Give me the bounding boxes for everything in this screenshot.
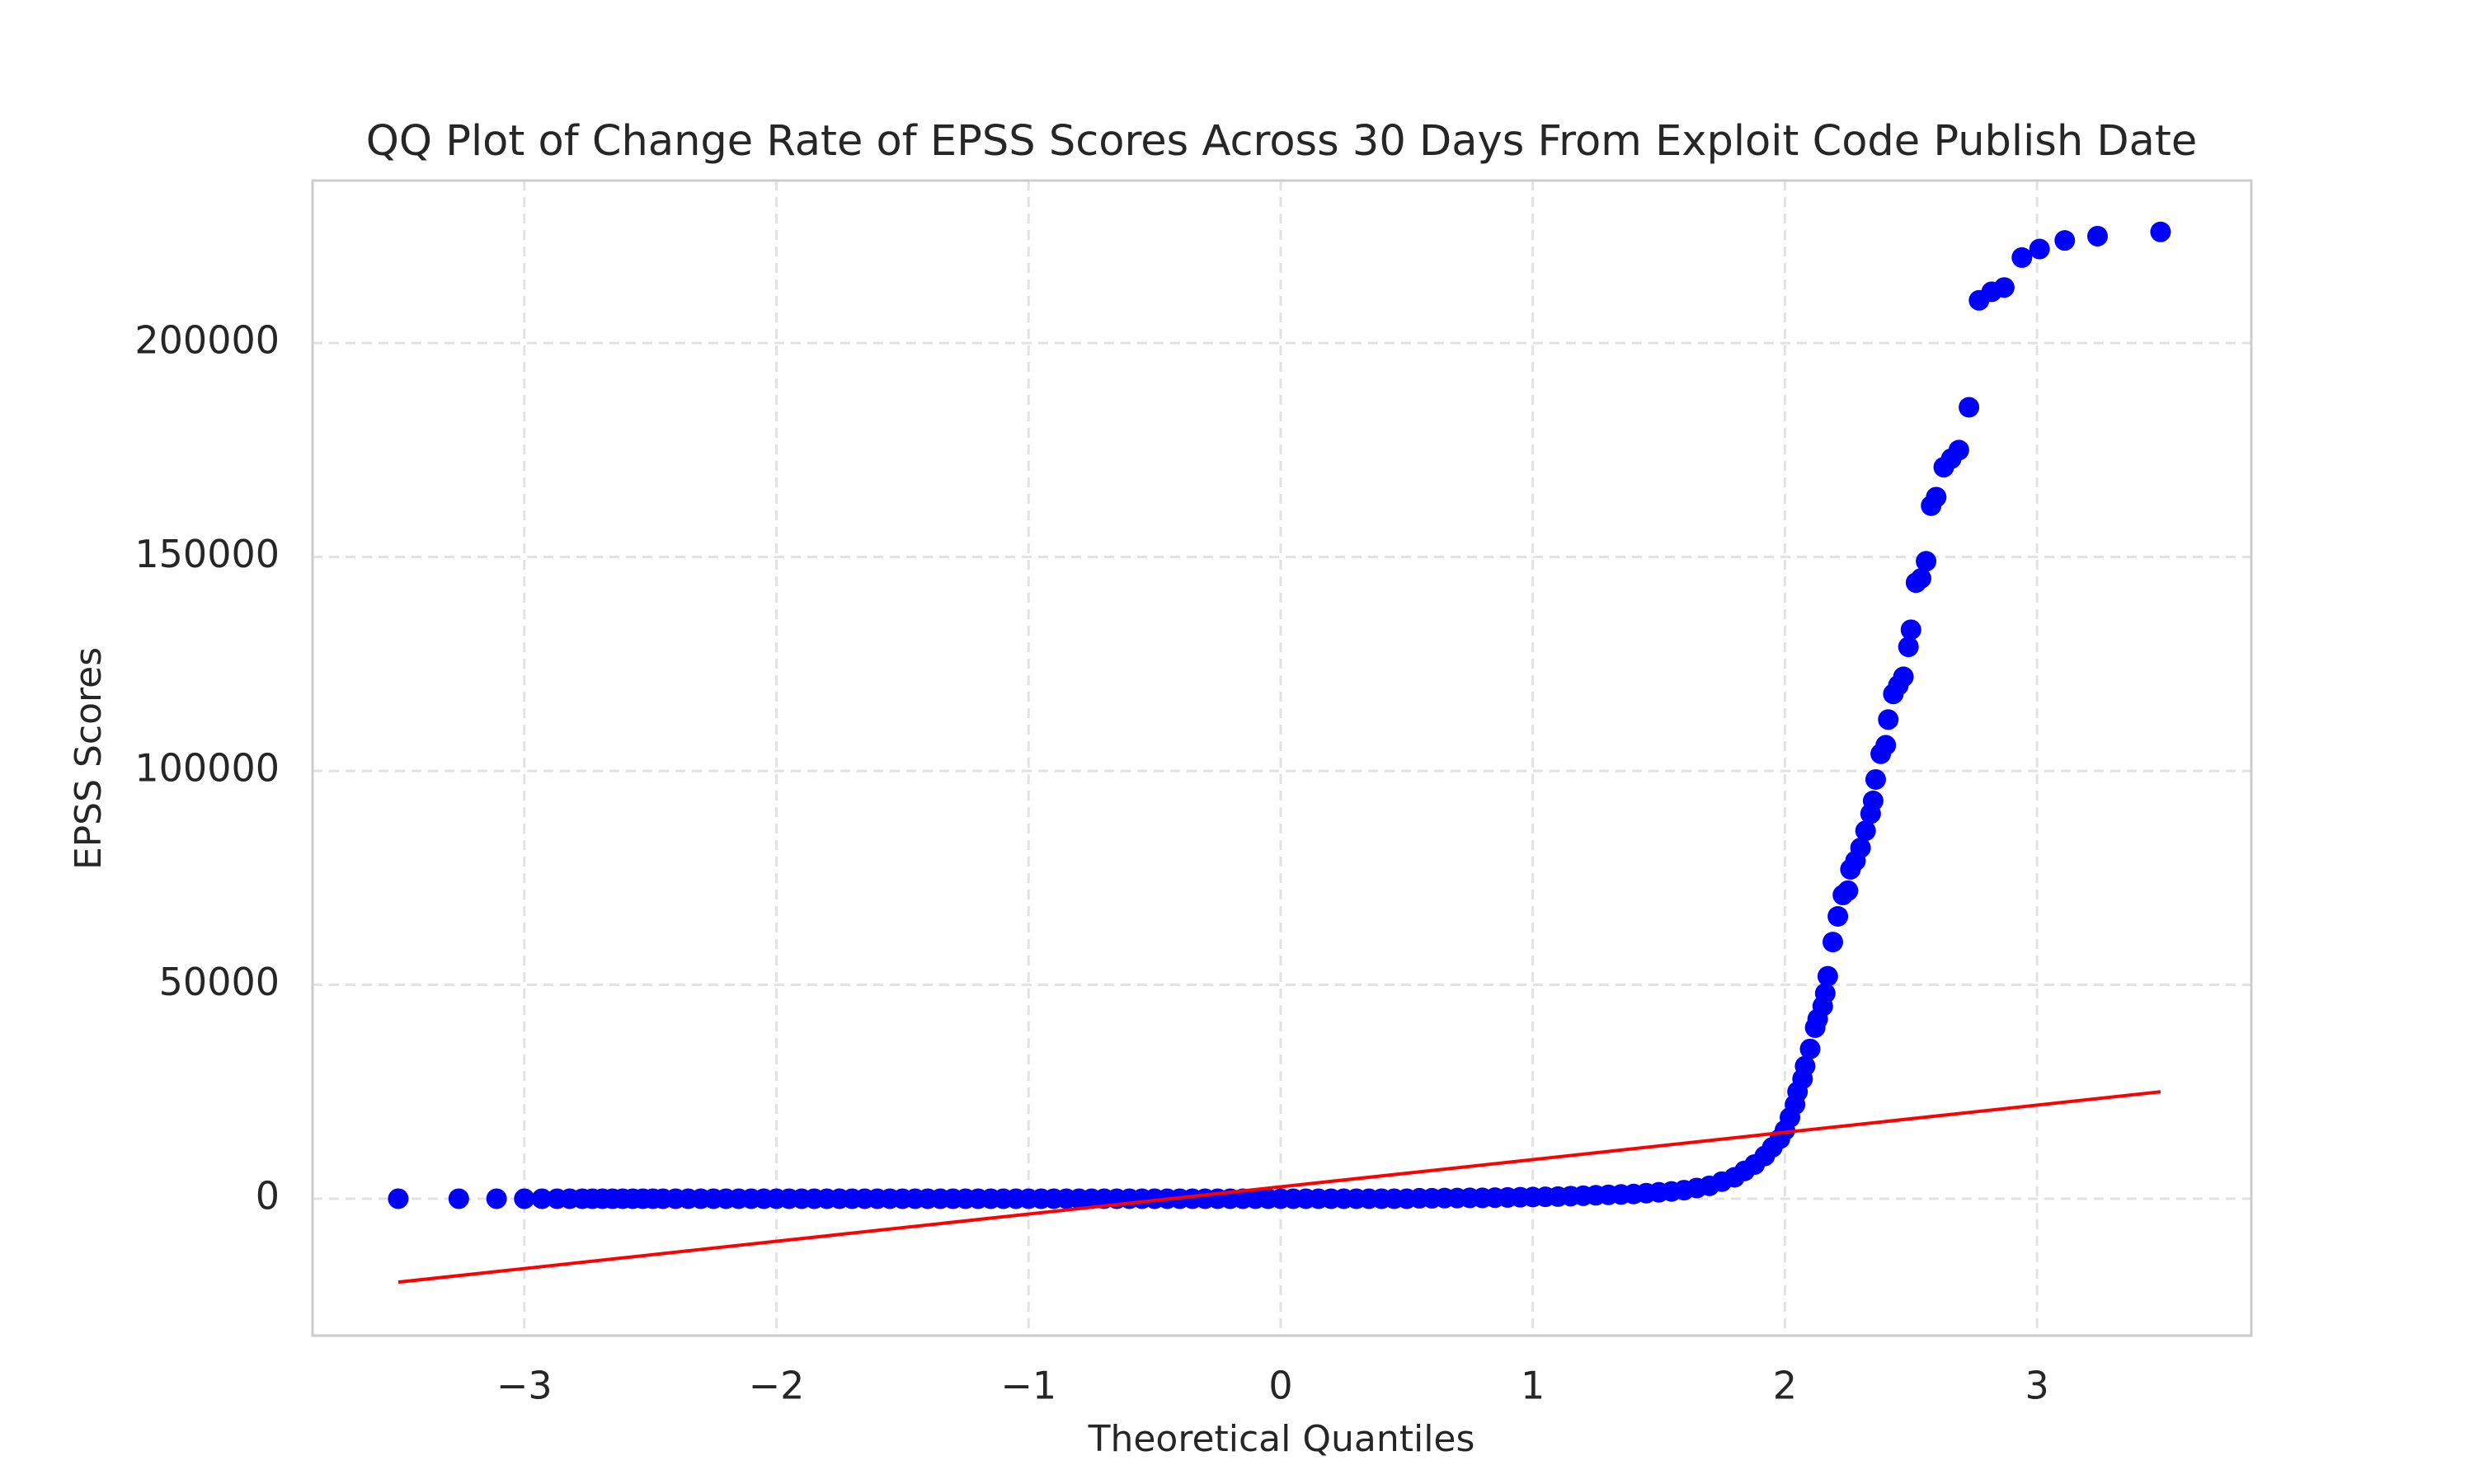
point bbox=[1814, 983, 1836, 1004]
point bbox=[1878, 709, 1899, 730]
point bbox=[2087, 225, 2109, 247]
x-tick-label: −3 bbox=[496, 1364, 553, 1408]
x-tick-label: 2 bbox=[1773, 1364, 1797, 1408]
point bbox=[2054, 230, 2076, 251]
point bbox=[1837, 880, 1859, 901]
point bbox=[2150, 221, 2171, 242]
point bbox=[1794, 1055, 1816, 1077]
y-tick-label: 50000 bbox=[159, 960, 280, 1004]
y-tick-label: 200000 bbox=[134, 318, 280, 363]
x-axis-label: Theoretical Quantiles bbox=[1088, 1418, 1475, 1460]
point bbox=[514, 1188, 535, 1209]
x-tick-label: −1 bbox=[1000, 1364, 1056, 1408]
y-tick-label: 150000 bbox=[134, 532, 280, 576]
point bbox=[388, 1188, 409, 1209]
point bbox=[1850, 837, 1871, 858]
point bbox=[1959, 397, 1980, 418]
plot-frame bbox=[311, 179, 2253, 1337]
point bbox=[1799, 1038, 1821, 1059]
point bbox=[448, 1188, 469, 1209]
y-tick-label: 0 bbox=[256, 1173, 280, 1218]
point bbox=[1911, 568, 1932, 589]
point bbox=[1827, 905, 1849, 927]
x-tick-label: −2 bbox=[749, 1364, 805, 1408]
chart-title: QQ Plot of Change Rate of EPSS Scores Ac… bbox=[366, 117, 2198, 166]
point bbox=[1823, 932, 1844, 953]
point bbox=[1855, 820, 1876, 842]
x-tick-label: 0 bbox=[1268, 1364, 1292, 1408]
x-tick-label: 3 bbox=[2025, 1364, 2048, 1408]
point bbox=[2011, 247, 2033, 268]
fit-line bbox=[397, 1090, 2161, 1284]
point bbox=[1900, 619, 1921, 641]
point bbox=[1893, 666, 1914, 688]
point bbox=[1898, 636, 1919, 658]
point bbox=[1993, 277, 2015, 298]
y-tick-label: 100000 bbox=[134, 746, 280, 791]
y-axis-label: EPSS Scores bbox=[68, 647, 110, 870]
point bbox=[1875, 735, 1897, 756]
point bbox=[1926, 486, 1947, 508]
point bbox=[2029, 238, 2050, 260]
point bbox=[1948, 439, 1969, 461]
point bbox=[1916, 551, 1937, 572]
point bbox=[1862, 790, 1884, 811]
point bbox=[531, 1188, 553, 1209]
x-tick-label: 1 bbox=[1521, 1364, 1545, 1408]
point bbox=[1817, 965, 1838, 987]
point bbox=[1865, 768, 1886, 790]
point bbox=[486, 1188, 507, 1209]
